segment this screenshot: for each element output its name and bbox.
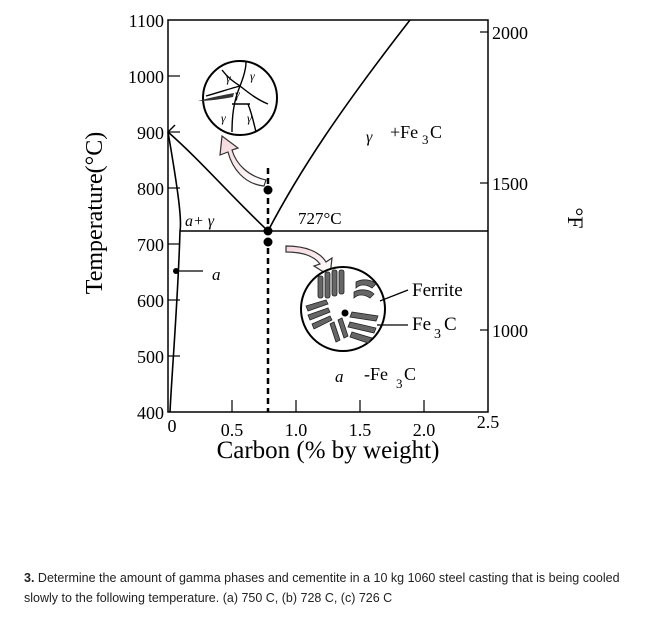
a3-boundary xyxy=(167,131,269,232)
f-tick-label: 1500 xyxy=(492,174,528,194)
f-tick-label: 2000 xyxy=(492,23,528,43)
x-tick-label: 1.5 xyxy=(349,420,372,440)
svg-text:a: a xyxy=(335,367,344,386)
ferrite-leader xyxy=(379,289,409,302)
phase-boundaries xyxy=(167,19,488,413)
x-tick-label: 1.0 xyxy=(285,420,308,440)
acm-boundary xyxy=(267,19,411,232)
label-alpha-cementite: a -Fe 3 C xyxy=(335,364,416,391)
svg-text:3: 3 xyxy=(434,327,441,342)
y-tick-label: 800 xyxy=(137,179,164,199)
alpha-solvus xyxy=(167,131,182,232)
label-alpha: a xyxy=(212,265,221,284)
arrow-to-pearlite xyxy=(285,245,333,278)
y-tick-label: 400 xyxy=(137,403,164,423)
x-tick-label: 0 xyxy=(168,416,177,436)
composition-point-800 xyxy=(263,185,273,195)
x-tick-label: 2.5 xyxy=(477,412,500,432)
f-tick-label: 1000 xyxy=(492,321,528,341)
label-alpha-gamma: a+ γ xyxy=(185,213,215,230)
y-axis-title: Temperature(°C) xyxy=(82,132,108,295)
svg-text:γ: γ xyxy=(250,69,255,83)
svg-text:γ: γ xyxy=(235,87,240,101)
svg-text:C: C xyxy=(430,122,442,142)
svg-text:+Fe: +Fe xyxy=(390,122,418,142)
svg-text:γ: γ xyxy=(221,111,226,125)
svg-text:γ: γ xyxy=(247,111,252,125)
label-gamma-cementite: γ +Fe 3 C xyxy=(366,122,442,147)
question-text: 3. Determine the amount of gamma phases … xyxy=(24,568,644,608)
gamma-upper-boundary xyxy=(167,124,176,133)
svg-text:3: 3 xyxy=(422,132,429,147)
fahrenheit-tick-marks xyxy=(480,31,488,331)
callout-fe3c: Fe 3 C xyxy=(412,314,457,342)
y-tick-label: 900 xyxy=(137,123,164,143)
svg-text:γ: γ xyxy=(366,129,373,146)
x-tick-marks xyxy=(231,400,425,412)
svg-text:Fe: Fe xyxy=(412,314,431,335)
composition-point-700 xyxy=(263,237,273,247)
x-tick-label: 2.0 xyxy=(413,420,436,440)
eutectoid-point xyxy=(263,226,273,236)
pearlite-micrograph xyxy=(300,266,386,352)
svg-text:C: C xyxy=(444,314,457,335)
y-tick-label: 1100 xyxy=(129,11,164,31)
svg-text:C: C xyxy=(404,364,416,384)
austenite-grain-micrograph: γ γ γ γ γ xyxy=(198,60,278,136)
svg-text:γ: γ xyxy=(226,71,231,85)
x-tick-label: 0.5 xyxy=(221,420,244,440)
y-tick-label: 600 xyxy=(137,291,164,311)
svg-text:3: 3 xyxy=(396,376,403,391)
y-tick-label: 1000 xyxy=(128,67,164,87)
y-axis-title-fahrenheit: °F xyxy=(563,207,588,228)
svg-text:-Fe: -Fe xyxy=(364,364,388,384)
phase-diagram: 400 500 600 700 800 900 1000 1100 1000 1… xyxy=(82,11,588,464)
plot-frame xyxy=(167,19,489,413)
question-body: Determine the amount of gamma phases and… xyxy=(24,571,620,605)
callout-ferrite: Ferrite xyxy=(412,280,463,301)
x-axis-title: Carbon (% by weight) xyxy=(217,437,440,464)
question-number: 3. xyxy=(24,571,35,585)
alpha-solubility-curve xyxy=(169,230,181,413)
celsius-tick-marks xyxy=(168,75,180,357)
y-tick-label: 700 xyxy=(137,235,164,255)
y-tick-label: 500 xyxy=(137,347,164,367)
arrow-to-austenite xyxy=(219,134,267,187)
label-eutectoid-temp: 727°C xyxy=(298,209,342,228)
